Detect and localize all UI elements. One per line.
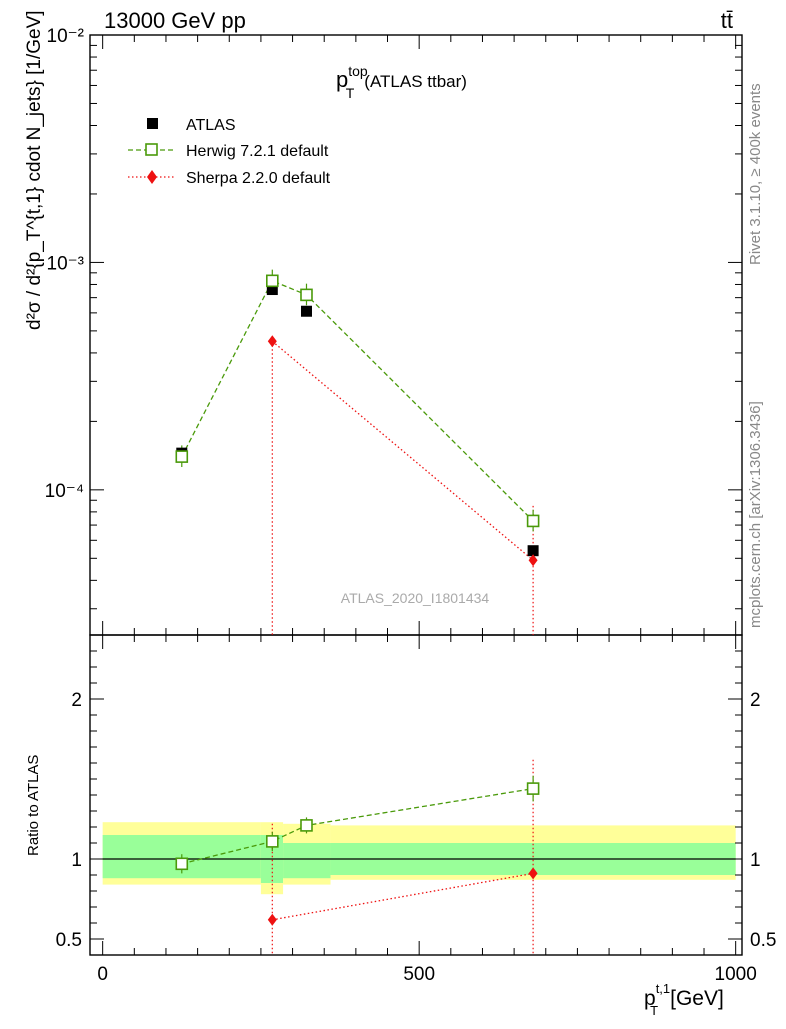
atlas-main-point: [266, 284, 278, 296]
rivet-version-label: Rivet 3.1.10, ≥ 400k events: [747, 83, 764, 265]
ratio-y-tick-label: 0.5: [56, 930, 82, 951]
herwig-main-line: [181, 279, 534, 522]
plot-title: ptop T(ATLAS ttbar): [336, 63, 467, 101]
sherpa-main-point: [528, 554, 538, 567]
main-y-tick-label: 10⁻⁴: [45, 481, 84, 502]
legend-label-atlas: ATLAS: [186, 117, 236, 134]
sherpa-main-point: [267, 335, 277, 348]
legend-label-sherpa: Sherpa 2.2.0 default: [186, 170, 331, 187]
herwig-ratio-line: [181, 787, 534, 865]
uncertainty-bands: [102, 822, 736, 895]
process-label: tt̄: [721, 8, 733, 33]
x-tick-label: 500: [403, 964, 435, 985]
sherpa-ratio-line: [272, 872, 534, 921]
main-y-tick-label: 10⁻³: [47, 253, 85, 274]
sherpa-main-line: [271, 340, 534, 561]
sherpa-ratio-point: [267, 913, 277, 926]
ratio-y-tick-label-right: 0.5: [750, 930, 776, 951]
main-y-tick-label: 10⁻²: [47, 26, 85, 47]
atlas-main-point: [527, 545, 539, 557]
herwig-main-point: [175, 450, 189, 463]
x-axis-label: pt,1 T[GeV]: [644, 981, 724, 1018]
ratio-y-tick-label: 2: [71, 690, 82, 711]
herwig-main-point: [266, 274, 279, 288]
herwig-ratio-point: [266, 835, 279, 848]
sherpa-ratio-point: [528, 867, 538, 880]
legend-marker-sherpa: [147, 170, 157, 184]
plot-axes: 10⁻⁴ 10⁻³ 10⁻² 0 500 1000 0.5 0.5 1 1 2 2: [45, 26, 777, 985]
x-tick-label: 0: [97, 964, 108, 985]
legend-marker-herwig: [145, 143, 158, 156]
y-axis-label-ratio: Ratio to ATLAS: [25, 755, 42, 856]
legend-label-herwig: Herwig 7.2.1 default: [186, 143, 329, 160]
y-axis-label-main: d²σ / d²{p_T^{t,1} cdot N_jets} [1/GeV]: [24, 10, 45, 330]
atlas-main-point: [300, 305, 312, 317]
herwig-main-point: [300, 288, 313, 302]
ratio-y-tick-label-right: 1: [750, 850, 761, 871]
ratio-y-tick-label-right: 2: [750, 690, 761, 711]
band-inner-segment: [283, 843, 331, 879]
herwig-ratio-point: [526, 782, 540, 795]
legend-marker-atlas: [147, 118, 158, 129]
analysis-reference: ATLAS_2020_I1801434: [341, 590, 490, 606]
mcplots-label: mcplots.cern.ch [arXiv:1306.3436]: [747, 401, 764, 628]
herwig-ratio-point: [300, 819, 313, 832]
ratio-y-tick-label: 1: [71, 850, 82, 871]
legend: ATLAS Herwig 7.2.1 default Sherpa 2.2.0 …: [128, 117, 331, 187]
energy-label: 13000 GeV pp: [104, 8, 246, 33]
ratio-panel-frame: [89, 634, 743, 956]
x-tick-label: 1000: [715, 964, 757, 985]
herwig-ratio-point: [175, 857, 189, 871]
data-marks: [175, 269, 540, 955]
herwig-main-point: [526, 514, 540, 528]
